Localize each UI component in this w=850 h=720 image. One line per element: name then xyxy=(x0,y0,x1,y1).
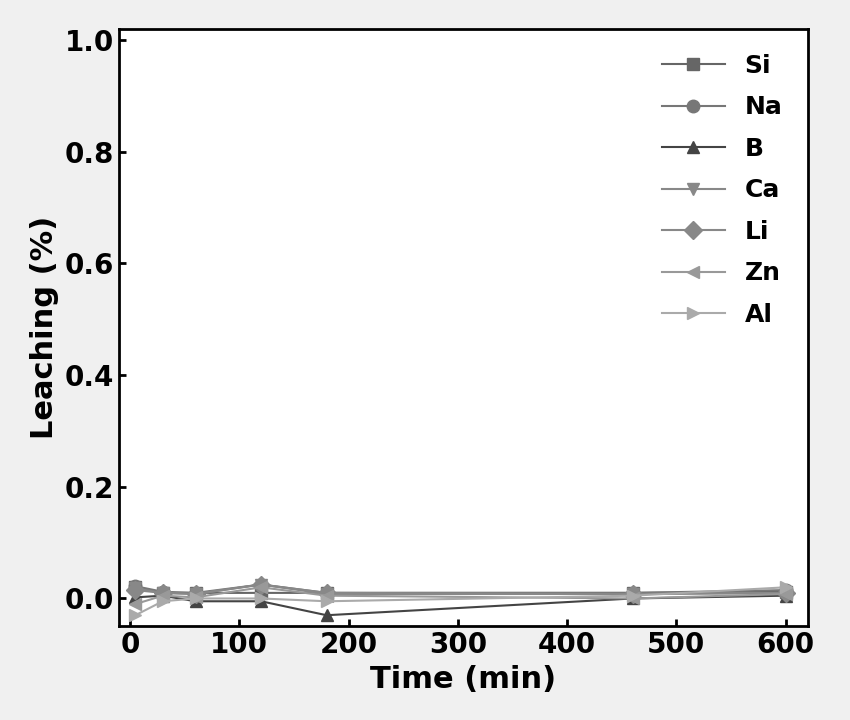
Si xyxy=(321,588,332,597)
Line: Al: Al xyxy=(129,581,792,621)
Zn xyxy=(190,593,201,602)
Ca xyxy=(780,588,791,597)
Ca xyxy=(321,590,332,598)
Al xyxy=(321,597,332,606)
B xyxy=(627,594,638,603)
Ca xyxy=(256,580,266,589)
Al xyxy=(130,611,140,619)
Zn xyxy=(321,591,332,600)
Na xyxy=(190,588,201,597)
Na xyxy=(130,582,140,590)
Line: Si: Si xyxy=(129,581,792,599)
Si xyxy=(190,588,201,597)
B xyxy=(190,597,201,606)
Si xyxy=(256,588,266,597)
B xyxy=(130,593,140,602)
Al xyxy=(780,583,791,592)
Na xyxy=(256,580,266,589)
Legend: Si, Na, B, Ca, Li, Zn, Al: Si, Na, B, Ca, Li, Zn, Al xyxy=(649,41,795,339)
Ca xyxy=(190,590,201,598)
Zn xyxy=(256,583,266,592)
Zn xyxy=(157,591,167,600)
Ca xyxy=(130,584,140,593)
Al xyxy=(190,594,201,603)
Line: Li: Li xyxy=(129,578,792,600)
Ca xyxy=(627,590,638,598)
B xyxy=(157,591,167,600)
Li xyxy=(190,590,201,598)
Line: Ca: Ca xyxy=(129,578,792,600)
Ca xyxy=(157,588,167,597)
Na xyxy=(157,588,167,596)
Al xyxy=(627,591,638,600)
Na xyxy=(627,588,638,597)
Na xyxy=(321,588,332,597)
Li xyxy=(627,590,638,598)
Al xyxy=(157,597,167,606)
B xyxy=(780,591,791,600)
Li xyxy=(130,586,140,595)
Si xyxy=(157,588,167,597)
Zn xyxy=(780,590,791,598)
Li xyxy=(157,588,167,597)
Si xyxy=(780,588,791,596)
Zn xyxy=(130,600,140,608)
Al xyxy=(256,594,266,603)
Li xyxy=(780,588,791,597)
Zn xyxy=(627,594,638,603)
Li xyxy=(256,580,266,589)
B xyxy=(256,597,266,606)
Na xyxy=(780,586,791,595)
Li xyxy=(321,588,332,597)
Line: Na: Na xyxy=(129,578,792,599)
X-axis label: Time (min): Time (min) xyxy=(371,665,556,694)
Line: B: B xyxy=(129,590,792,621)
Si xyxy=(130,583,140,592)
Line: Zn: Zn xyxy=(129,581,792,611)
Si xyxy=(627,588,638,597)
Y-axis label: Leaching (%): Leaching (%) xyxy=(31,216,60,439)
B xyxy=(321,611,332,619)
